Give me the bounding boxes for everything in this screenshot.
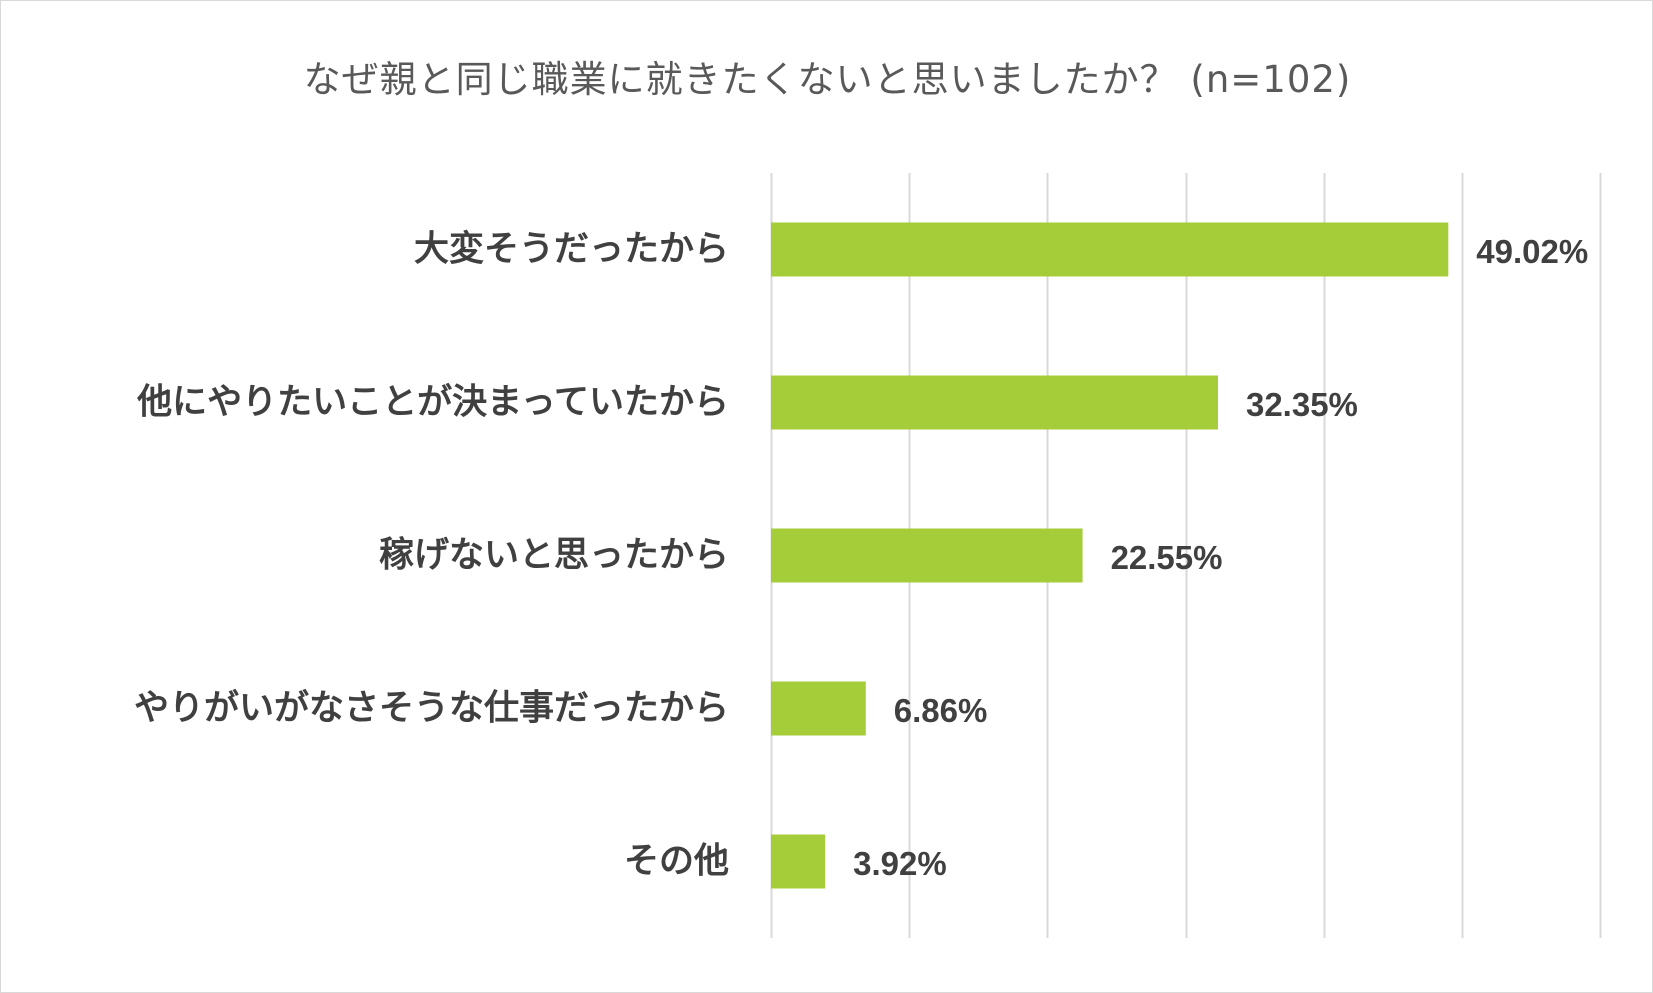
data-label-0: 49.02% — [1476, 233, 1588, 270]
bar-4 — [771, 834, 826, 889]
data-label-3: 6.86% — [894, 692, 988, 729]
category-label-3: やりがいがなさそうな仕事だったから — [134, 689, 729, 729]
bar-1 — [771, 375, 1218, 430]
data-label-4: 3.92% — [853, 845, 947, 882]
category-label-2: 稼げないと思ったから — [379, 536, 729, 576]
bar-3 — [771, 681, 866, 736]
data-label-2: 22.55% — [1111, 539, 1223, 576]
category-label-4: その他 — [624, 842, 729, 882]
bar-2 — [771, 528, 1083, 583]
chart-title: なぜ親と同じ職業に就きたくないと思いましたか？ (n=102) — [303, 58, 1352, 101]
category-label-0: 大変そうだったから — [414, 229, 729, 270]
data-label-1: 32.35% — [1246, 386, 1358, 423]
category-label-1: 他にやりたいことが決まっていたから — [136, 383, 729, 423]
bar-0 — [771, 222, 1449, 277]
